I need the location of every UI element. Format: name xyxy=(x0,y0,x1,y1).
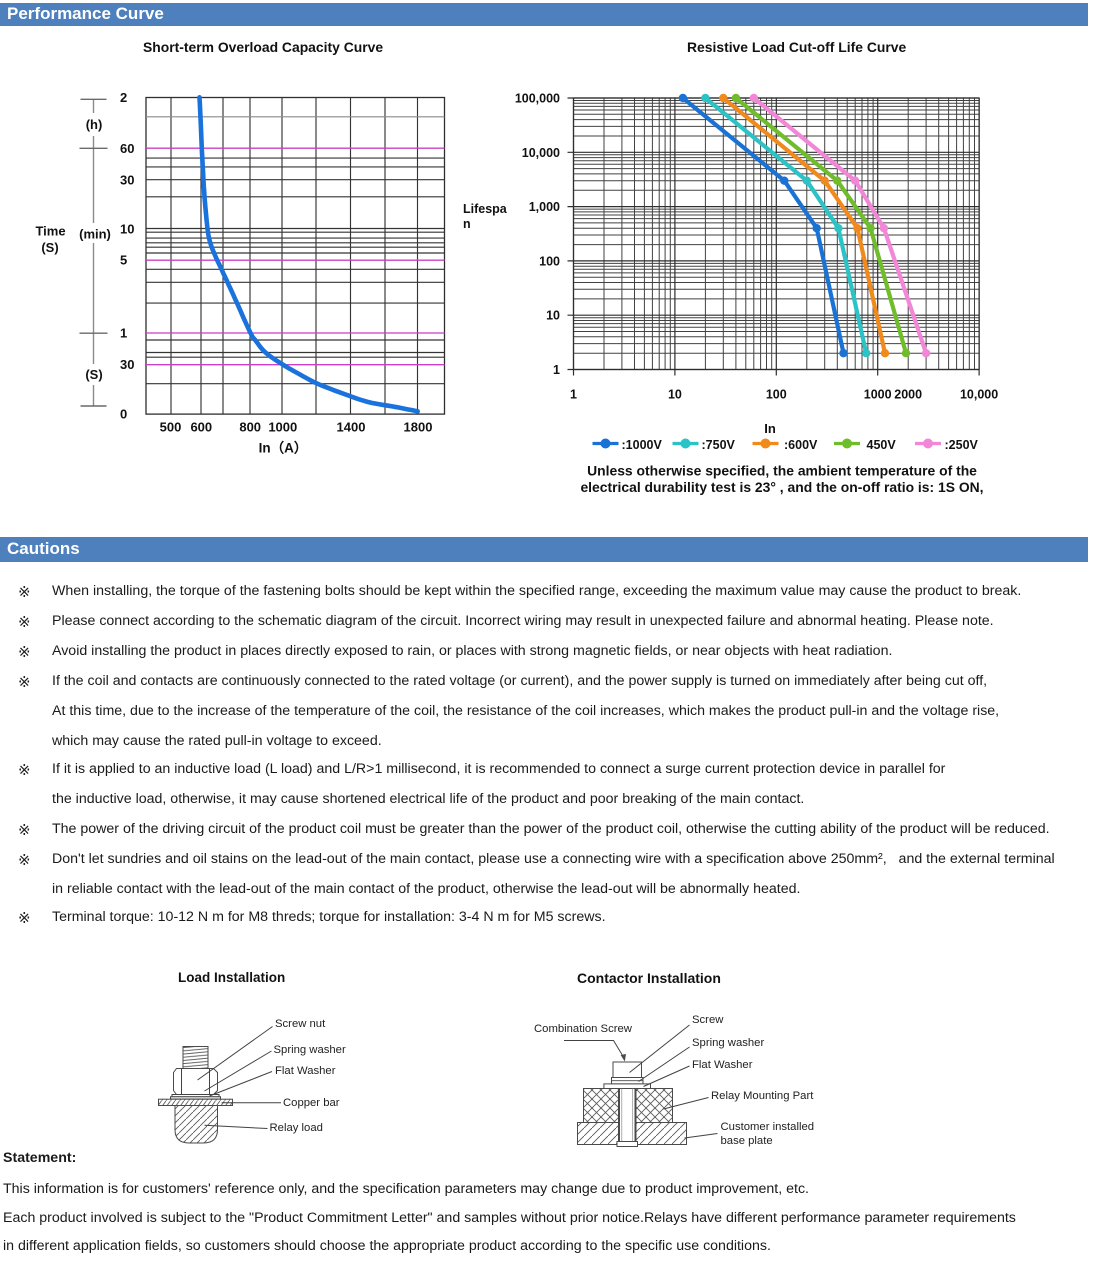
svg-text:Lifespa: Lifespa xyxy=(463,202,508,216)
svg-text:(S): (S) xyxy=(85,367,102,382)
svg-text:10: 10 xyxy=(120,221,134,236)
svg-text:Time: Time xyxy=(35,224,65,239)
svg-text:600: 600 xyxy=(190,420,212,435)
svg-text:800: 800 xyxy=(239,420,261,435)
svg-text::250V: :250V xyxy=(945,438,979,452)
svg-text:5: 5 xyxy=(120,253,127,268)
svg-text:1: 1 xyxy=(570,388,577,402)
svg-text::600V: :600V xyxy=(784,438,818,452)
svg-text:1: 1 xyxy=(553,363,560,377)
svg-text:2000: 2000 xyxy=(894,388,922,402)
svg-text:In: In xyxy=(764,421,776,436)
svg-text:In（A）: In（A） xyxy=(259,441,308,456)
svg-text:(min): (min) xyxy=(79,227,111,242)
svg-text:100: 100 xyxy=(539,254,560,268)
svg-text:1000: 1000 xyxy=(864,388,892,402)
svg-text:10,000: 10,000 xyxy=(960,388,998,402)
svg-text:1800: 1800 xyxy=(404,420,433,435)
svg-text:10,000: 10,000 xyxy=(522,146,560,160)
svg-text:(S): (S) xyxy=(41,240,58,255)
svg-text:1400: 1400 xyxy=(337,420,366,435)
svg-text:electrical durability test is: electrical durability test is 23° , and … xyxy=(580,479,983,495)
svg-text:450V: 450V xyxy=(867,438,897,452)
svg-text:10: 10 xyxy=(546,309,560,323)
svg-text:1,000: 1,000 xyxy=(529,200,560,214)
svg-text::750V: :750V xyxy=(702,438,736,452)
svg-text:0: 0 xyxy=(120,407,127,422)
svg-text:100,000: 100,000 xyxy=(515,92,560,106)
svg-text::1000V: :1000V xyxy=(622,438,663,452)
svg-text:(h): (h) xyxy=(86,117,103,132)
svg-text:2: 2 xyxy=(120,90,127,105)
svg-text:500: 500 xyxy=(160,420,182,435)
svg-text:1: 1 xyxy=(120,326,127,341)
svg-text:1000: 1000 xyxy=(268,420,297,435)
svg-text:100: 100 xyxy=(766,388,787,402)
svg-text:30: 30 xyxy=(120,172,134,187)
svg-text:60: 60 xyxy=(120,141,134,156)
svg-text:10: 10 xyxy=(668,388,682,402)
svg-text:n: n xyxy=(463,217,471,231)
svg-text:30: 30 xyxy=(120,357,134,372)
svg-text:Unless otherwise specified, th: Unless otherwise specified, the ambient … xyxy=(587,463,977,479)
